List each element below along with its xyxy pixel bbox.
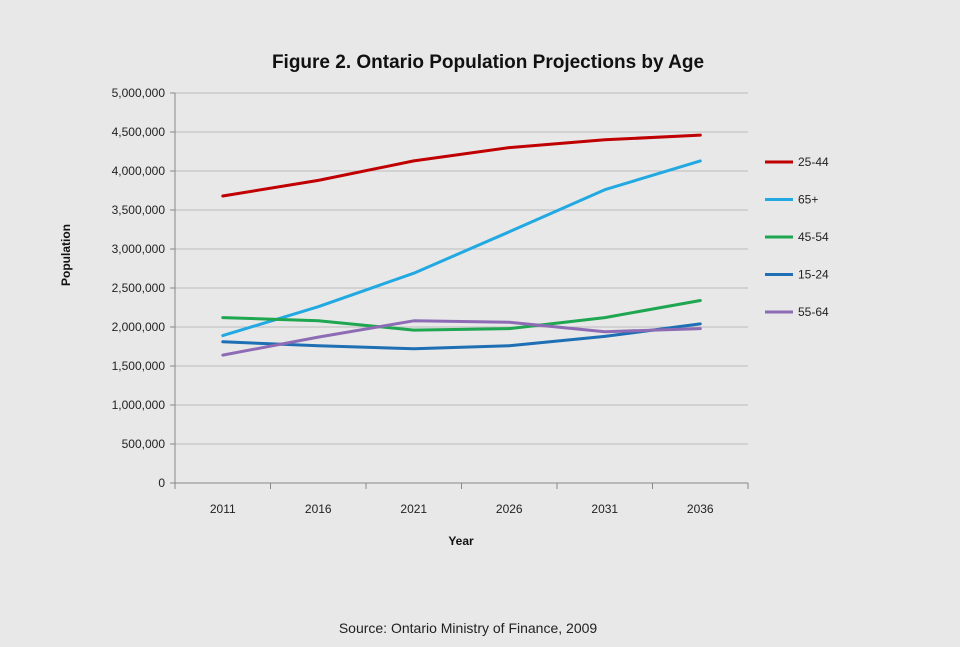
y-tick-label: 4,500,000 bbox=[112, 125, 166, 139]
series-line-65+ bbox=[221, 159, 702, 338]
series-line-55-64 bbox=[221, 319, 702, 357]
legend-label: 15-24 bbox=[798, 268, 829, 282]
x-tick-label: 2036 bbox=[687, 502, 714, 516]
axes bbox=[174, 93, 748, 484]
legend-label: 25-44 bbox=[798, 155, 829, 169]
legend-label: 45-54 bbox=[798, 230, 829, 244]
x-axis-title: Year bbox=[448, 534, 474, 548]
series-line-45-54 bbox=[221, 299, 702, 332]
legend-label: 55-64 bbox=[798, 305, 829, 319]
series-line-25-44 bbox=[221, 133, 702, 198]
y-tick-label: 0 bbox=[158, 476, 165, 490]
y-tick-label: 1,500,000 bbox=[112, 359, 166, 373]
x-tick-label: 2026 bbox=[496, 502, 523, 516]
chart-title: Figure 2. Ontario Population Projections… bbox=[272, 52, 704, 73]
legend: 25-44 65+ 45-54 15-24 55-64 bbox=[765, 155, 829, 319]
y-tick-label: 4,000,000 bbox=[112, 164, 166, 178]
y-tick-label: 3,000,000 bbox=[112, 242, 166, 256]
series-lines bbox=[221, 133, 702, 357]
y-tick-label: 2,000,000 bbox=[112, 320, 166, 334]
gridlines bbox=[175, 92, 748, 445]
x-axis-ticks: 2011 2016 2021 2026 2031 2036 bbox=[174, 483, 749, 516]
series-line-15-24 bbox=[221, 322, 702, 351]
y-tick-label: 1,000,000 bbox=[112, 398, 166, 412]
x-tick-label: 2021 bbox=[400, 502, 427, 516]
source-note: Source: Ontario Ministry of Finance, 200… bbox=[339, 620, 598, 636]
x-tick-label: 2011 bbox=[210, 502, 236, 516]
x-tick-label: 2031 bbox=[591, 502, 618, 516]
legend-label: 65+ bbox=[798, 193, 818, 207]
y-tick-label: 3,500,000 bbox=[112, 203, 166, 217]
y-tick-label: 500,000 bbox=[122, 437, 166, 451]
y-axis-title: Population bbox=[59, 224, 73, 286]
y-tick-label: 2,500,000 bbox=[112, 281, 166, 295]
y-tick-label: 5,000,000 bbox=[112, 86, 166, 100]
x-tick-label: 2016 bbox=[305, 502, 332, 516]
y-axis-ticks: 0 500,000 1,000,000 1,500,000 2,000,000 2,500… bbox=[112, 86, 175, 490]
